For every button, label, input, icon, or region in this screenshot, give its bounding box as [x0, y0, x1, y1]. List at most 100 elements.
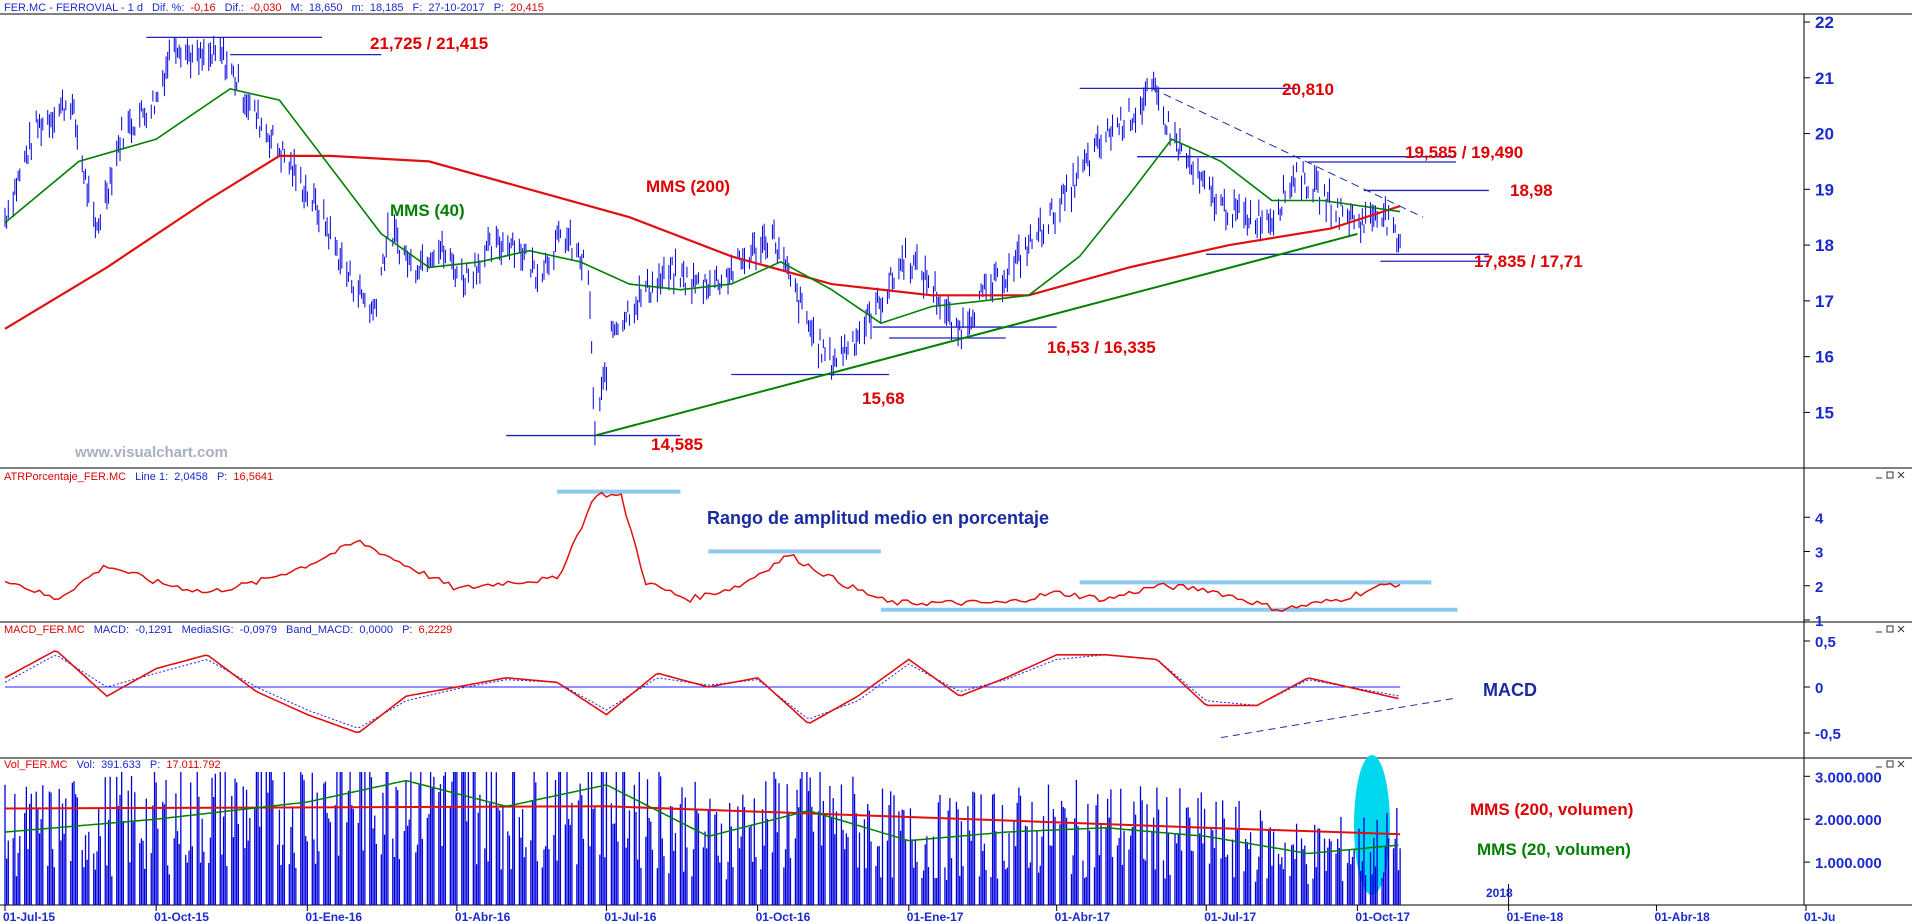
y-axis-ticks: 222120191817161543210,50-0,53.000.0002.0…: [1804, 13, 1882, 872]
atr-window-controls[interactable]: [1876, 471, 1905, 479]
vol-header-name: Vol_FER.MC: [4, 759, 68, 771]
x-tick-label: 01-Abr-18: [1654, 910, 1710, 922]
macd-header-sig-label: MediaSIG:: [182, 624, 234, 636]
macd-header-band: 0,0000: [359, 624, 393, 636]
macd-signal-line: [4, 654, 1399, 729]
price-levels: [146, 36, 1489, 437]
macd-header-macd-label: MACD:: [94, 624, 129, 636]
header-dif-pct-label: Dif. %:: [152, 2, 184, 14]
level-label-2: 20,810: [1282, 80, 1334, 99]
header-date-label: F:: [413, 2, 423, 14]
watermark: www.visualchart.com: [74, 444, 228, 461]
support-trendline: [594, 232, 1358, 437]
x-tick-label: 01-Ene-18: [1507, 910, 1564, 922]
atr-y-tick-label: 1: [1815, 613, 1823, 630]
atr-panel: [4, 489, 1458, 613]
resistance-trendline: [1151, 87, 1424, 218]
mms200-line: [4, 154, 1401, 330]
vol-y-tick-label: 3.000.000: [1815, 769, 1882, 786]
header-dif-pct: -0,16: [190, 2, 215, 14]
header-dif-label: Dif.:: [225, 2, 245, 14]
level-label-6: 16,53 / 16,335: [1047, 338, 1156, 357]
maximize-icon[interactable]: [1886, 471, 1894, 479]
vol-header-vol: 391.633: [101, 759, 141, 771]
header-dif: -0,030: [250, 2, 281, 14]
svg-text:FER.MC - FERROVIAL - 1 d: FER.MC - FERROVIAL - 1 d Dif. %: -0,16 D…: [4, 2, 544, 14]
x-tick-label: 01-Oct-16: [756, 910, 811, 922]
macd-header-sig: -0,0979: [240, 624, 277, 636]
label-mms200: MMS (200): [646, 177, 730, 196]
price-annotations: MMS (40) MMS (200) 21,725 / 21,415 20,81…: [370, 34, 1583, 454]
svg-text:Vol_FER.MC Vol: 39: Vol_FER.MC Vol: 391.633 P: 17.011.792: [4, 759, 221, 771]
macd-header-p-label: P:: [402, 624, 412, 636]
level-label-5: 17,835 / 17,71: [1474, 252, 1583, 271]
mms40-line: [4, 88, 1401, 325]
price-y-tick-label: 15: [1815, 403, 1834, 422]
x-tick-label: 01-Abr-17: [1055, 910, 1111, 922]
macd-panel-header: MACD_FER.MC MACD: -0,1291 MediaSIG: -0,0…: [4, 624, 452, 636]
x-tick-label: 01-Ju: [1804, 910, 1835, 922]
x-tick-label: 01-Ene-16: [305, 910, 362, 922]
vol-header-vol-label: Vol:: [77, 759, 95, 771]
price-bars: [4, 35, 1401, 446]
level-label-7: 15,68: [862, 389, 905, 408]
level-label-8: 14,585: [651, 435, 703, 454]
maximize-icon[interactable]: [1886, 760, 1894, 768]
x-tick-label: 01-Oct-15: [154, 910, 209, 922]
price-lines: [4, 87, 1424, 437]
close-icon[interactable]: [1897, 760, 1905, 768]
svg-text:ATRPorcentaje_FER.MC Lin: ATRPorcentaje_FER.MC Line 1: 2,0458 P: 1…: [4, 471, 273, 483]
vol-header-p: 17.011.792: [166, 759, 220, 771]
volume-panel-header: Vol_FER.MC Vol: 391.633 P: 17.011.792: [4, 759, 221, 771]
atr-header-name: ATRPorcentaje_FER.MC: [4, 471, 126, 483]
header-max: 18,650: [309, 2, 343, 14]
x-tick-label: 01-Oct-17: [1355, 910, 1410, 922]
level-label-3: 19,585 / 19,490: [1405, 143, 1523, 162]
price-y-tick-label: 17: [1815, 292, 1834, 311]
header-date: 27-10-2017: [428, 2, 484, 14]
atr-header-p-label: P:: [217, 471, 227, 483]
svg-text:MACD_FER.MC MACD:: MACD_FER.MC MACD: -0,1291 MediaSIG: -0,0…: [4, 624, 452, 636]
price-y-tick-label: 21: [1815, 69, 1834, 88]
volume-window-controls[interactable]: [1876, 760, 1905, 768]
macd-line: [4, 650, 1399, 734]
panel-frames: [0, 13, 1912, 906]
macd-header-band-label: Band_MACD:: [286, 624, 353, 636]
atr-y-tick-label: 3: [1815, 545, 1823, 562]
header-price-label: P:: [494, 2, 504, 14]
x-tick-label: 01-Jul-16: [604, 910, 656, 922]
atr-header-p: 16,5641: [233, 471, 273, 483]
label-vol-mms200: MMS (200, volumen): [1470, 800, 1633, 819]
atr-header-line: 2,0458: [174, 471, 208, 483]
macd-trendline: [1220, 697, 1457, 739]
x-tick-label: 01-Ene-17: [907, 910, 964, 922]
atr-header-line-label: Line 1:: [135, 471, 168, 483]
close-icon[interactable]: [1897, 471, 1905, 479]
price-y-tick-label: 19: [1815, 180, 1834, 199]
vol-header-p-label: P:: [150, 759, 160, 771]
atr-y-tick-label: 2: [1815, 579, 1823, 596]
price-panel-header: FER.MC - FERROVIAL - 1 d Dif. %: -0,16 D…: [4, 2, 544, 14]
vol-mms200-line: [4, 805, 1401, 836]
label-mms40: MMS (40): [390, 201, 465, 220]
maximize-icon[interactable]: [1886, 625, 1894, 633]
header-min-label: m:: [352, 2, 364, 14]
atr-line: [4, 491, 1401, 613]
x-axis-ticks: 01-Jul-15 01-Oct-15 01-Ene-16 01-Abr-16 01-J…: [3, 884, 1835, 922]
close-icon[interactable]: [1897, 625, 1905, 633]
macd-header-name: MACD_FER.MC: [4, 624, 85, 636]
header-symbol: FER.MC - FERROVIAL - 1 d: [4, 2, 143, 14]
atr-panel-header: ATRPorcentaje_FER.MC Line 1: 2,0458 P: 1…: [4, 471, 273, 483]
vol-y-tick-label: 1.000.000: [1815, 855, 1882, 872]
price-y-tick-label: 20: [1815, 125, 1834, 144]
macd-y-tick-label: -0,5: [1815, 726, 1841, 743]
macd-y-tick-label: 0,5: [1815, 634, 1836, 651]
level-label-1: 21,725 / 21,415: [370, 34, 488, 53]
volume-highlight: [1354, 755, 1390, 895]
level-label-4: 18,98: [1510, 181, 1553, 200]
macd-window-controls[interactable]: [1876, 625, 1905, 633]
atr-y-tick-label: 4: [1815, 510, 1824, 527]
header-price: 20,415: [510, 2, 544, 14]
label-vol-mms20: MMS (20, volumen): [1477, 840, 1631, 859]
